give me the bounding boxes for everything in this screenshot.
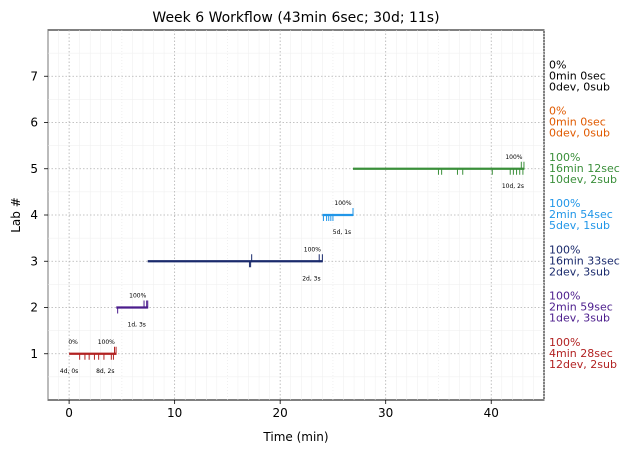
lab-6-summary-line: 0dev, 0sub bbox=[549, 127, 610, 140]
lab-5-summary-line: 10dev, 2sub bbox=[549, 173, 617, 186]
lab-6-summary-line: 0min 0sec bbox=[549, 116, 606, 129]
lab-7-summary-line: 0min 0sec bbox=[549, 69, 606, 82]
x-tick-label: 30 bbox=[378, 406, 393, 420]
lab-1-summary-line: 12dev, 2sub bbox=[549, 358, 617, 371]
y-tick-label: 6 bbox=[30, 116, 38, 130]
x-axis: 0 10 20 30 40 bbox=[65, 400, 499, 420]
x-tick-label: 20 bbox=[273, 406, 288, 420]
y-tick-label: 1 bbox=[30, 347, 38, 361]
lab-1-end-percent: 100% bbox=[98, 339, 115, 346]
y-axis-label: Lab # bbox=[9, 197, 23, 233]
lab-4-end-percent: 100% bbox=[334, 200, 351, 207]
y-tick-label: 3 bbox=[30, 254, 38, 268]
lab-1-summary-line: 100% bbox=[549, 336, 580, 349]
lab-4-summary-line: 100% bbox=[549, 197, 580, 210]
grid-layer bbox=[47, 30, 545, 400]
lab-3-summary-line: 2dev, 3sub bbox=[549, 265, 610, 278]
lab-2-end-note: 1d, 3s bbox=[128, 322, 146, 329]
lab-1-start-percent: 0% bbox=[68, 339, 78, 346]
lab-1-start-note: 4d, 0s bbox=[60, 368, 78, 375]
lab-5-end-note: 10d, 2s bbox=[502, 183, 524, 190]
lab-3-end-note: 2d, 3s bbox=[302, 275, 320, 282]
y-tick-label: 2 bbox=[30, 301, 38, 315]
lab-5-summary-line: 16min 12sec bbox=[549, 162, 620, 175]
lab-2-summary-line: 2min 59sec bbox=[549, 301, 613, 314]
y-tick-label: 7 bbox=[30, 69, 38, 83]
lab-3-end-percent: 100% bbox=[304, 246, 321, 253]
lab-2-summary-line: 100% bbox=[549, 290, 580, 303]
lab-3-summary-line: 100% bbox=[549, 243, 580, 256]
lab-4-summary-line: 2min 54sec bbox=[549, 208, 613, 221]
lab-5-end-percent: 100% bbox=[505, 154, 522, 161]
y-tick-label: 4 bbox=[30, 208, 38, 222]
lab-5-summary-line: 100% bbox=[549, 151, 580, 164]
bars-layer: 0% 100% 4d, 0s 8d, 2s 100% 1d, 3s 100% 2d, 3s 10… bbox=[60, 154, 525, 375]
x-axis-label: Time (min) bbox=[262, 430, 328, 444]
lab-3-summary-line: 16min 33sec bbox=[549, 254, 620, 267]
lab-1-summary-line: 4min 28sec bbox=[549, 347, 613, 360]
x-tick-label: 40 bbox=[484, 406, 499, 420]
chart-title: Week 6 Workflow (43min 6sec; 30d; 11s) bbox=[152, 10, 439, 26]
lab-4-end-note: 5d, 1s bbox=[333, 229, 351, 236]
lab-7-summary-line: 0dev, 0sub bbox=[549, 80, 610, 93]
lab-7-summary-line: 0% bbox=[549, 58, 566, 71]
y-axis: 1 2 3 4 5 6 7 bbox=[30, 69, 48, 361]
lab-6-summary-line: 0% bbox=[549, 105, 566, 118]
x-tick-label: 0 bbox=[65, 406, 73, 420]
lab-4-summary-line: 5dev, 1sub bbox=[549, 219, 610, 232]
lab-2-end-percent: 100% bbox=[129, 293, 146, 300]
lab-1-end-note: 8d, 2s bbox=[96, 368, 114, 375]
lab-2-summary-line: 1dev, 3sub bbox=[549, 312, 610, 325]
y-tick-label: 5 bbox=[30, 162, 38, 176]
x-tick-label: 10 bbox=[167, 406, 182, 420]
